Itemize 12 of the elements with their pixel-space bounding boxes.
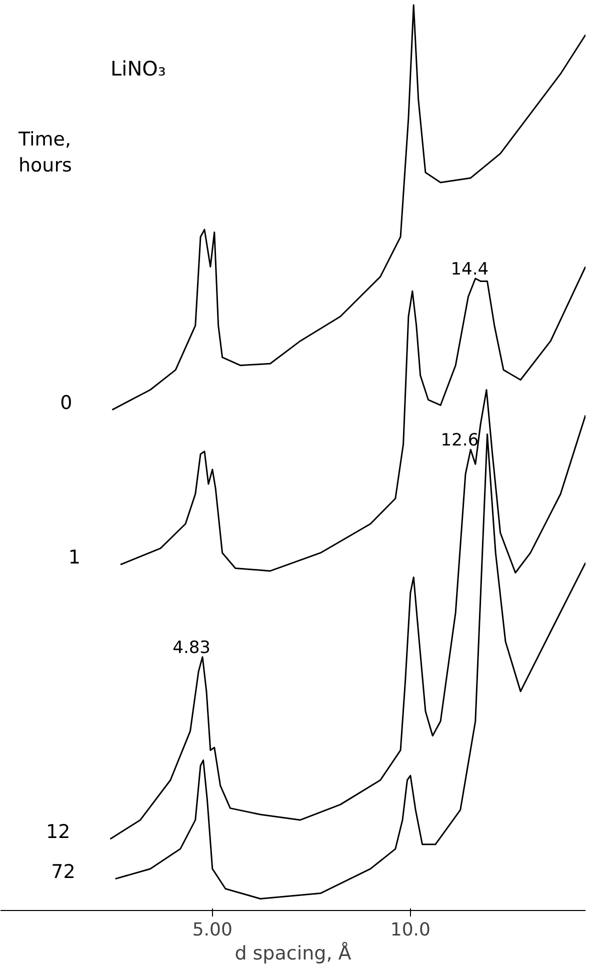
text: 12	[46, 820, 70, 843]
legend-title: Time, hours	[18, 128, 72, 176]
text: LiNO₃	[110, 56, 166, 80]
annotation: 12.6	[440, 430, 479, 451]
text: 0	[60, 392, 72, 414]
text: 1	[68, 546, 81, 569]
x-axis-title: d spacing, Å	[234, 942, 352, 964]
x-tick-label: 5.00	[192, 920, 232, 940]
annotation: 14.4	[450, 259, 489, 280]
x-tick-label: 10.0	[390, 920, 430, 940]
annotation: 4.83	[172, 638, 211, 658]
text: 72	[51, 860, 76, 883]
